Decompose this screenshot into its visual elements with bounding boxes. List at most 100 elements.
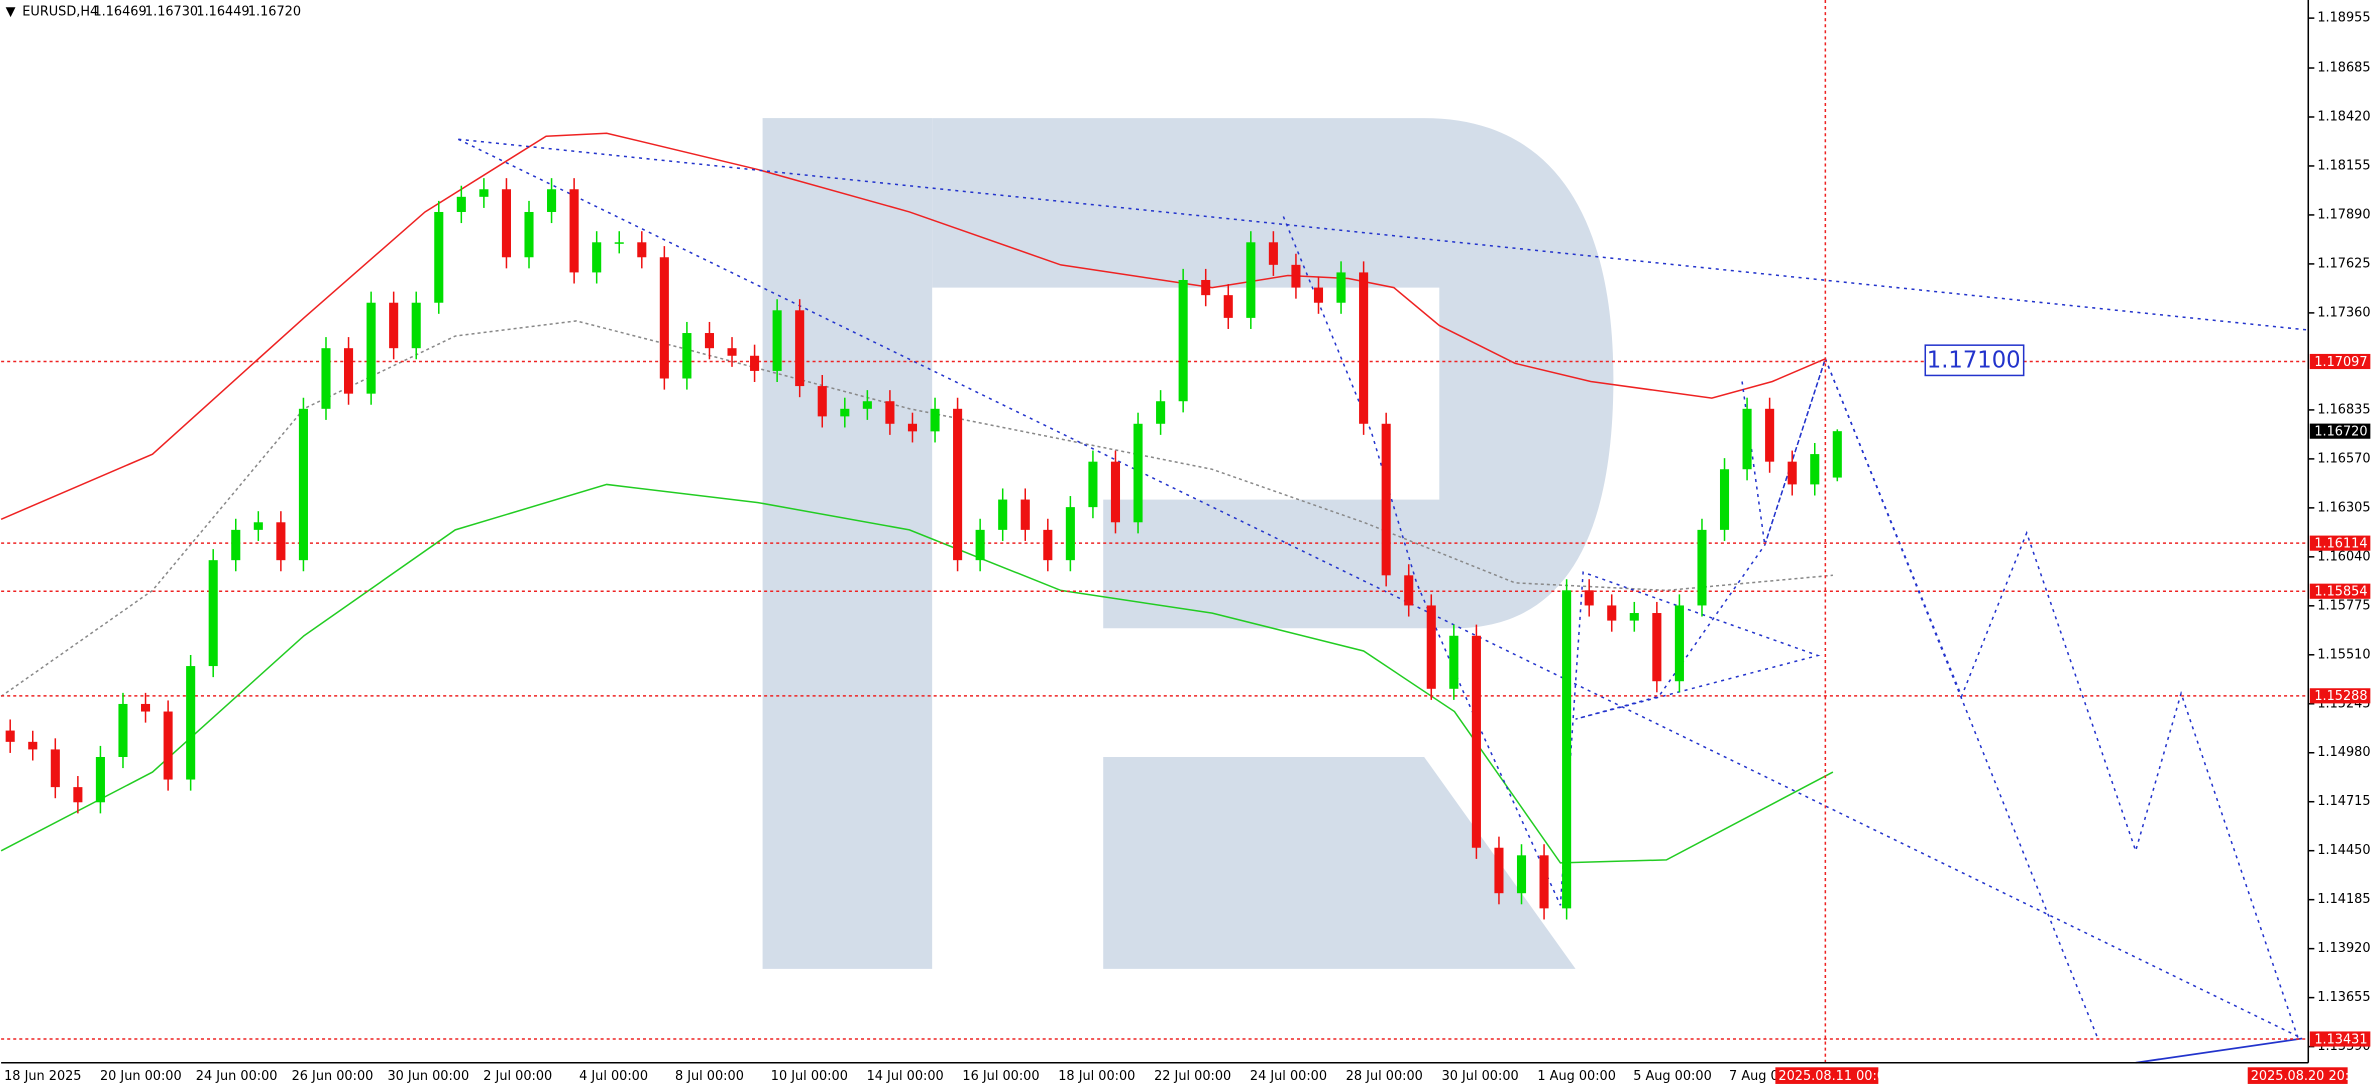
candle-body: [750, 355, 760, 371]
header-value: 1.16469: [93, 5, 146, 20]
candle-body: [276, 522, 286, 561]
candle-body: [1787, 461, 1797, 485]
candle-body: [1674, 605, 1684, 682]
candle-body: [1404, 575, 1414, 606]
candle-body: [998, 499, 1008, 530]
y-tick-label: 1.16305: [2317, 500, 2370, 515]
moving-average-gray: [0, 320, 1833, 698]
y-tick-label: 1.15775: [2317, 598, 2370, 613]
x-tick-label: 28 Jul 00:00: [1346, 1069, 1423, 1084]
candle-body: [1223, 295, 1233, 318]
candle-body: [411, 302, 421, 349]
candle-body: [456, 196, 466, 212]
candle-body: [1607, 605, 1617, 621]
x-tick-label: 18 Jun 2025: [4, 1069, 81, 1084]
x-tick-label: 24 Jul 00:00: [1250, 1069, 1327, 1084]
candle-body: [1291, 264, 1301, 288]
candle-body: [930, 408, 940, 432]
y-tick-label: 1.15510: [2317, 647, 2370, 662]
candle-body: [524, 211, 534, 258]
candle-body: [186, 666, 196, 780]
y-tick-label: 1.18420: [2317, 109, 2370, 124]
candle-body: [614, 242, 624, 244]
x-tick-label: 8 Jul 00:00: [675, 1069, 744, 1084]
y-tick-label: 1.18155: [2317, 158, 2370, 173]
candle-body: [434, 211, 444, 303]
candle-body: [479, 189, 489, 197]
candle-body: [1156, 401, 1166, 424]
moving-average-green: [0, 483, 1834, 864]
candle-body: [682, 333, 692, 379]
header-arrow: ▼: [6, 5, 16, 20]
candle-body: [1765, 408, 1775, 462]
candle-body: [1629, 613, 1639, 621]
level-label-box: [2309, 353, 2371, 370]
x-tick-label: 5 Aug 00:00: [1633, 1069, 1712, 1084]
candle-body: [1832, 431, 1842, 478]
candle-body: [344, 348, 354, 394]
x-tick-label: 2 Jul 00:00: [483, 1069, 552, 1084]
header-value: 1.16449: [196, 5, 249, 20]
candle-body: [592, 242, 602, 273]
x-tick-label: 1 Aug 00:00: [1537, 1069, 1616, 1084]
candle-body: [1359, 272, 1369, 424]
candle-body: [1584, 590, 1594, 606]
candle-body: [1742, 408, 1752, 470]
x-tick-label: 14 Jul 00:00: [867, 1069, 944, 1084]
wave-line: [1282, 216, 1827, 906]
candle-body: [231, 529, 241, 561]
candle-body: [1336, 272, 1346, 303]
x-tick-label: 16 Jul 00:00: [962, 1069, 1039, 1084]
candle-body: [840, 408, 850, 417]
header-value: 1.16720: [248, 5, 301, 20]
x-tick-label: 24 Jun 00:00: [196, 1069, 278, 1084]
y-tick-label: 1.14185: [2317, 892, 2370, 907]
y-tick-label: 1.14715: [2317, 794, 2370, 809]
time-mark-box: [2247, 1067, 2348, 1084]
annotation-box: [1924, 344, 2025, 377]
annotation: 1.17100: [1927, 348, 2021, 374]
level-label-box: [2309, 1031, 2371, 1047]
candle-body: [1178, 279, 1188, 402]
candle-body: [817, 386, 827, 417]
candles: [5, 178, 1842, 920]
candle-body: [772, 310, 782, 371]
x-tick-label: 30 Jun 00:00: [387, 1069, 469, 1084]
candle-body: [1110, 461, 1121, 523]
y-tick-label: 1.17625: [2317, 256, 2370, 271]
candle-body: [321, 348, 331, 409]
candle-body: [5, 730, 15, 742]
candle-body: [704, 333, 715, 349]
candle-body: [298, 408, 308, 561]
level-label-box: [2309, 583, 2371, 599]
header-symbol: EURUSD,H4: [22, 5, 98, 20]
y-tick-label: 1.18955: [2317, 11, 2370, 26]
level-label: 1.15854: [2314, 584, 2367, 599]
candle-body: [118, 703, 128, 757]
candle-body: [1810, 454, 1820, 485]
candle-body: [907, 423, 918, 432]
x-tick-label: 10 Jul 00:00: [771, 1069, 848, 1084]
y-tick-label: 1.13920: [2317, 941, 2370, 956]
candle-body: [95, 756, 105, 803]
candle-body: [1652, 613, 1662, 682]
candle-body: [547, 189, 557, 212]
level-label: 1.16114: [2314, 536, 2367, 551]
indicators: [0, 132, 1834, 864]
candle-body: [1697, 529, 1707, 606]
candle-body: [1381, 423, 1391, 576]
candle-body: [637, 242, 647, 258]
x-tick-label: 4 Jul 00:00: [579, 1069, 648, 1084]
candle-body: [163, 711, 173, 780]
levels: [1, 360, 2309, 1040]
candle-body: [1201, 279, 1211, 296]
candle-body: [1133, 423, 1143, 523]
candle-body: [1043, 529, 1053, 561]
candle-body: [727, 348, 737, 356]
candle-body: [885, 401, 895, 424]
watermark-leg: [1103, 756, 1576, 969]
candle-body: [953, 408, 963, 561]
level-label: 1.13431: [2314, 1032, 2367, 1047]
candle-body: [1494, 847, 1504, 894]
